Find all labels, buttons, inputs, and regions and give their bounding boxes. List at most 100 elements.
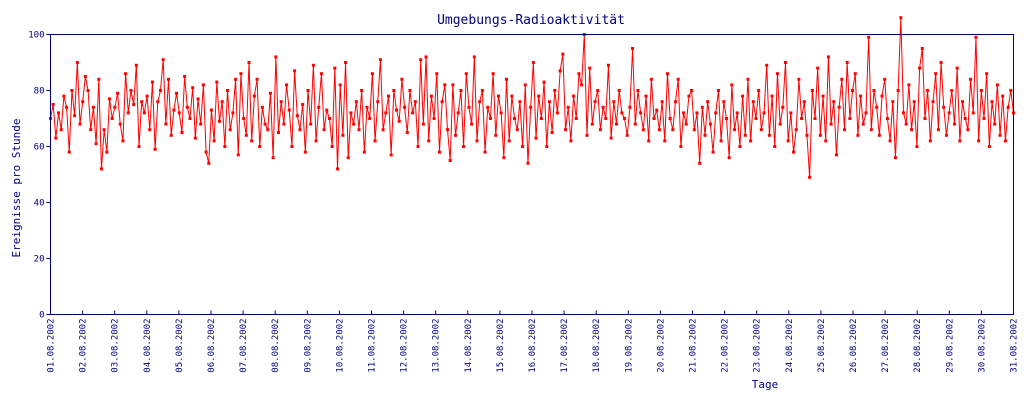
y-ticks: 0 20 40 60 80 100 — [28, 31, 51, 321]
data-point — [928, 139, 932, 143]
chart-title: Umgebungs-Radioaktivität — [437, 13, 625, 28]
data-point — [531, 61, 535, 64]
data-point — [279, 100, 283, 104]
data-point — [891, 100, 895, 104]
data-point — [99, 167, 103, 171]
data-point — [561, 52, 565, 56]
data-point — [373, 139, 377, 143]
data-point — [454, 133, 458, 137]
data-point — [161, 58, 165, 62]
data-point — [663, 139, 667, 143]
data-point — [234, 77, 238, 81]
data-point — [604, 117, 608, 120]
data-point — [588, 66, 592, 70]
data-point — [183, 75, 187, 78]
plot-frame — [50, 34, 1014, 315]
data-point — [861, 122, 865, 126]
data-point — [716, 89, 720, 92]
data-point — [834, 153, 838, 157]
x-tick-label: 25.08.2002 — [817, 319, 827, 373]
data-point — [947, 111, 951, 115]
data-point — [671, 128, 675, 132]
data-point — [475, 139, 479, 143]
data-point — [322, 128, 326, 132]
data-point — [204, 150, 208, 154]
data-point — [180, 131, 184, 134]
data-point — [467, 105, 471, 109]
data-point — [826, 55, 830, 59]
data-point — [569, 139, 573, 143]
data-point — [362, 150, 366, 154]
data-point — [789, 111, 793, 115]
data-point — [585, 133, 589, 137]
data-point — [786, 139, 790, 143]
data-point — [344, 61, 348, 64]
data-point — [268, 91, 272, 95]
data-point — [665, 72, 669, 76]
x-tick-label: 23.08.2002 — [753, 319, 763, 373]
x-tick-label: 05.08.2002 — [175, 319, 185, 373]
data-point — [51, 103, 55, 106]
data-point — [400, 77, 404, 81]
data-point — [311, 63, 315, 67]
data-point — [435, 72, 439, 76]
data-point — [172, 108, 176, 112]
data-point — [628, 105, 632, 109]
data-point — [580, 83, 584, 87]
data-point — [577, 72, 581, 76]
data-point — [859, 94, 863, 98]
data-point — [843, 128, 847, 132]
data-point — [419, 58, 423, 62]
x-tick-label: 28.08.2002 — [913, 319, 923, 373]
data-point — [405, 131, 409, 134]
y-tick-label: 20 — [34, 255, 45, 265]
data-point — [226, 89, 230, 92]
data-point — [623, 117, 627, 120]
data-point — [952, 122, 956, 126]
data-point — [212, 139, 216, 143]
data-point — [352, 122, 356, 126]
x-tick-label: 21.08.2002 — [689, 319, 699, 373]
data-point — [526, 161, 530, 165]
data-point — [459, 89, 463, 92]
data-point — [910, 128, 914, 132]
data-point — [969, 77, 973, 81]
data-point — [220, 100, 224, 104]
data-point — [963, 117, 967, 120]
data-point — [644, 94, 648, 98]
data-point — [719, 139, 723, 143]
data-point — [558, 69, 562, 73]
data-point — [904, 122, 908, 126]
data-point — [1006, 105, 1010, 109]
data-point — [987, 145, 991, 148]
data-point — [153, 147, 157, 151]
data-point — [800, 117, 804, 120]
data-point — [408, 89, 412, 92]
data-point — [944, 133, 948, 137]
data-point — [606, 63, 610, 67]
data-point — [553, 89, 557, 92]
data-point — [574, 117, 578, 120]
data-point — [1003, 139, 1007, 143]
data-point — [727, 156, 731, 160]
data-point — [977, 139, 981, 143]
data-point — [974, 35, 978, 39]
data-point — [880, 94, 884, 98]
data-point — [132, 103, 136, 106]
x-tick-label: 07.08.2002 — [239, 319, 249, 373]
data-point — [293, 69, 297, 73]
data-point — [395, 108, 399, 112]
data-point — [609, 136, 613, 140]
data-point — [188, 117, 192, 120]
data-point — [381, 128, 385, 132]
data-point — [110, 117, 114, 120]
data-point — [432, 117, 436, 120]
x-tick-label: 04.08.2002 — [143, 319, 153, 373]
x-tick-label: 26.08.2002 — [849, 319, 859, 373]
data-point — [215, 80, 219, 84]
data-point — [150, 80, 154, 84]
data-point — [494, 133, 498, 137]
data-point — [907, 83, 911, 87]
data-point — [1009, 89, 1013, 92]
data-point — [655, 108, 659, 112]
